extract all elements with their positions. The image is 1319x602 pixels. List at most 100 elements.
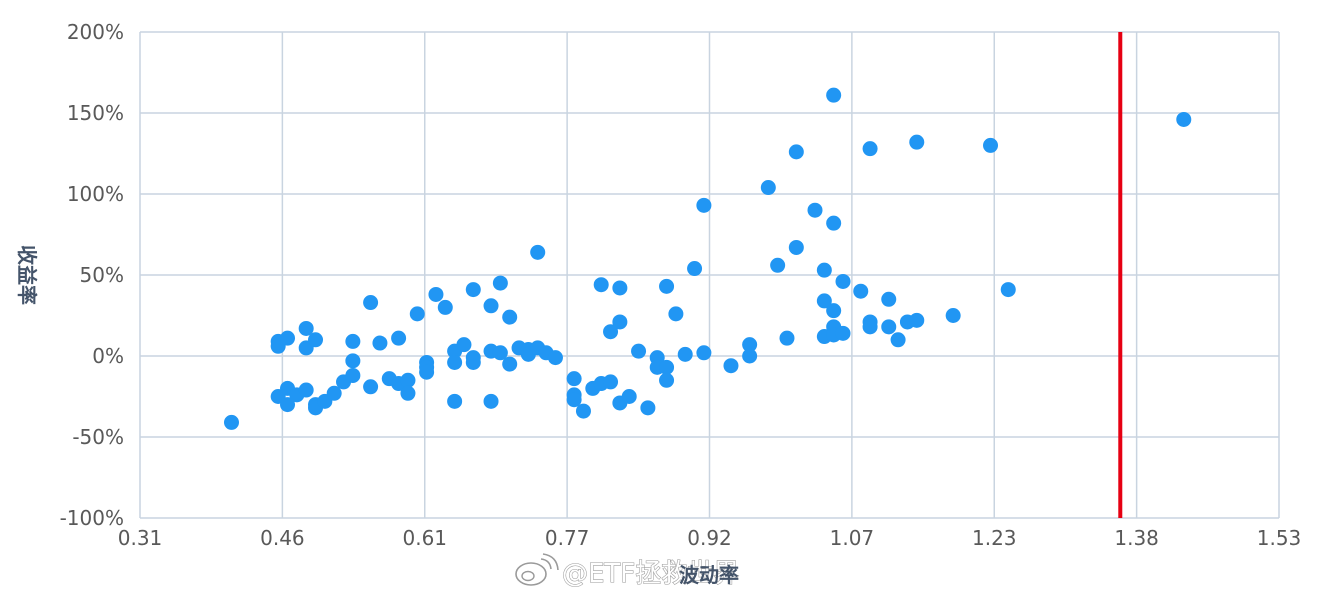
scatter-point [345, 367, 361, 383]
x-tick-label: 0.92 [687, 526, 732, 550]
scatter-point [566, 392, 582, 408]
scatter-point [826, 87, 842, 103]
scatter-point [890, 332, 906, 348]
scatter-point [862, 319, 878, 335]
x-tick-label: 0.77 [545, 526, 590, 550]
scatter-point [826, 303, 842, 319]
scatter-point [631, 343, 647, 359]
y-tick-label: 0% [92, 344, 124, 368]
scatter-point [788, 239, 804, 255]
scatter-point [326, 385, 342, 401]
scatter-point [603, 374, 619, 390]
scatter-point [742, 337, 758, 353]
scatter-point [483, 393, 499, 409]
scatter-point [391, 330, 407, 346]
scatter-point [363, 379, 379, 395]
watermark: @ETF拯救世界 [515, 553, 740, 590]
scatter-point [280, 397, 296, 413]
scatter-point [575, 403, 591, 419]
scatter-point [612, 314, 628, 330]
scatter-point [566, 371, 582, 387]
scatter-point [502, 356, 518, 372]
scatter-point [465, 354, 481, 370]
scatter-point [1000, 282, 1016, 298]
scatter-point [909, 134, 925, 150]
scatter-point [696, 345, 712, 361]
scatter-point [816, 293, 832, 309]
x-tick-label: 1.53 [1257, 526, 1302, 550]
scatter-point [723, 358, 739, 374]
scatter-point [909, 312, 925, 328]
scatter-point [603, 324, 619, 340]
scatter-point [280, 330, 296, 346]
scatter-point [612, 280, 628, 296]
scatter-point [826, 215, 842, 231]
scatter-point [640, 400, 656, 416]
scatter-point [788, 144, 804, 160]
scatter-point [881, 319, 897, 335]
scatter-point [547, 350, 563, 366]
scatter-point [345, 353, 361, 369]
scatter-point [345, 333, 361, 349]
scatter-point [447, 393, 463, 409]
y-tick-label: 100% [67, 182, 124, 206]
scatter-point [409, 306, 425, 322]
x-tick-label: 0.46 [260, 526, 305, 550]
y-tick-label: -100% [60, 506, 124, 530]
y-axis-title: 收益率 [15, 245, 39, 305]
scatter-point [659, 359, 675, 375]
y-tick-label: 150% [67, 101, 124, 125]
scatter-point [742, 348, 758, 364]
y-tick-label: -50% [72, 425, 124, 449]
watermark-text: @ETF拯救世界 [562, 559, 739, 589]
scatter-point [659, 278, 675, 294]
scatter-point [945, 308, 961, 323]
scatter-point [835, 273, 851, 289]
scatter-point [465, 282, 481, 298]
scatter-point [835, 325, 851, 341]
scatter-point [492, 275, 508, 291]
scatter-point [400, 372, 416, 388]
x-tick-label: 1.23 [972, 526, 1017, 550]
scatter-point [853, 283, 869, 299]
tick-layer: -100% -50% 0% 50% 100% 150% 200% 0.31 0.46 0.61 0.… [60, 20, 1302, 550]
x-tick-label: 1.38 [1114, 526, 1159, 550]
scatter-point [659, 372, 675, 388]
scatter-point [483, 298, 499, 314]
scatter-point [298, 382, 314, 398]
scatter-point [437, 299, 453, 315]
scatter-point [983, 137, 999, 153]
scatter-point [428, 286, 444, 302]
x-axis-title: 波动率 [679, 563, 739, 587]
x-tick-label: 0.31 [118, 526, 163, 550]
scatter-point [419, 364, 435, 380]
y-tick-label: 200% [67, 20, 124, 44]
scatter-point [677, 346, 693, 362]
scatter-point [779, 330, 795, 346]
scatter-point [456, 337, 472, 353]
scatter-point [363, 295, 379, 311]
y-tick-label: 50% [80, 263, 124, 287]
scatter-point [1176, 111, 1192, 127]
scatter-point [223, 414, 239, 430]
scatter-point [760, 180, 776, 196]
scatter-point [502, 309, 518, 325]
scatter-point [447, 354, 463, 370]
scatter-point [298, 320, 314, 336]
scatter-point [881, 291, 897, 307]
scatter-point [668, 306, 684, 322]
x-tick-label: 1.07 [830, 526, 875, 550]
scatter-point [400, 385, 416, 401]
scatter-point [308, 332, 324, 348]
scatter-point [696, 197, 712, 213]
weibo-logo-icon [515, 553, 559, 586]
scatter-point [807, 202, 823, 218]
scatter-point [593, 277, 609, 293]
point-layer [223, 87, 1192, 430]
scatter-point [492, 345, 508, 361]
grid-layer [139, 31, 1280, 519]
scatter-point [770, 257, 786, 273]
scatter-point [816, 262, 832, 278]
